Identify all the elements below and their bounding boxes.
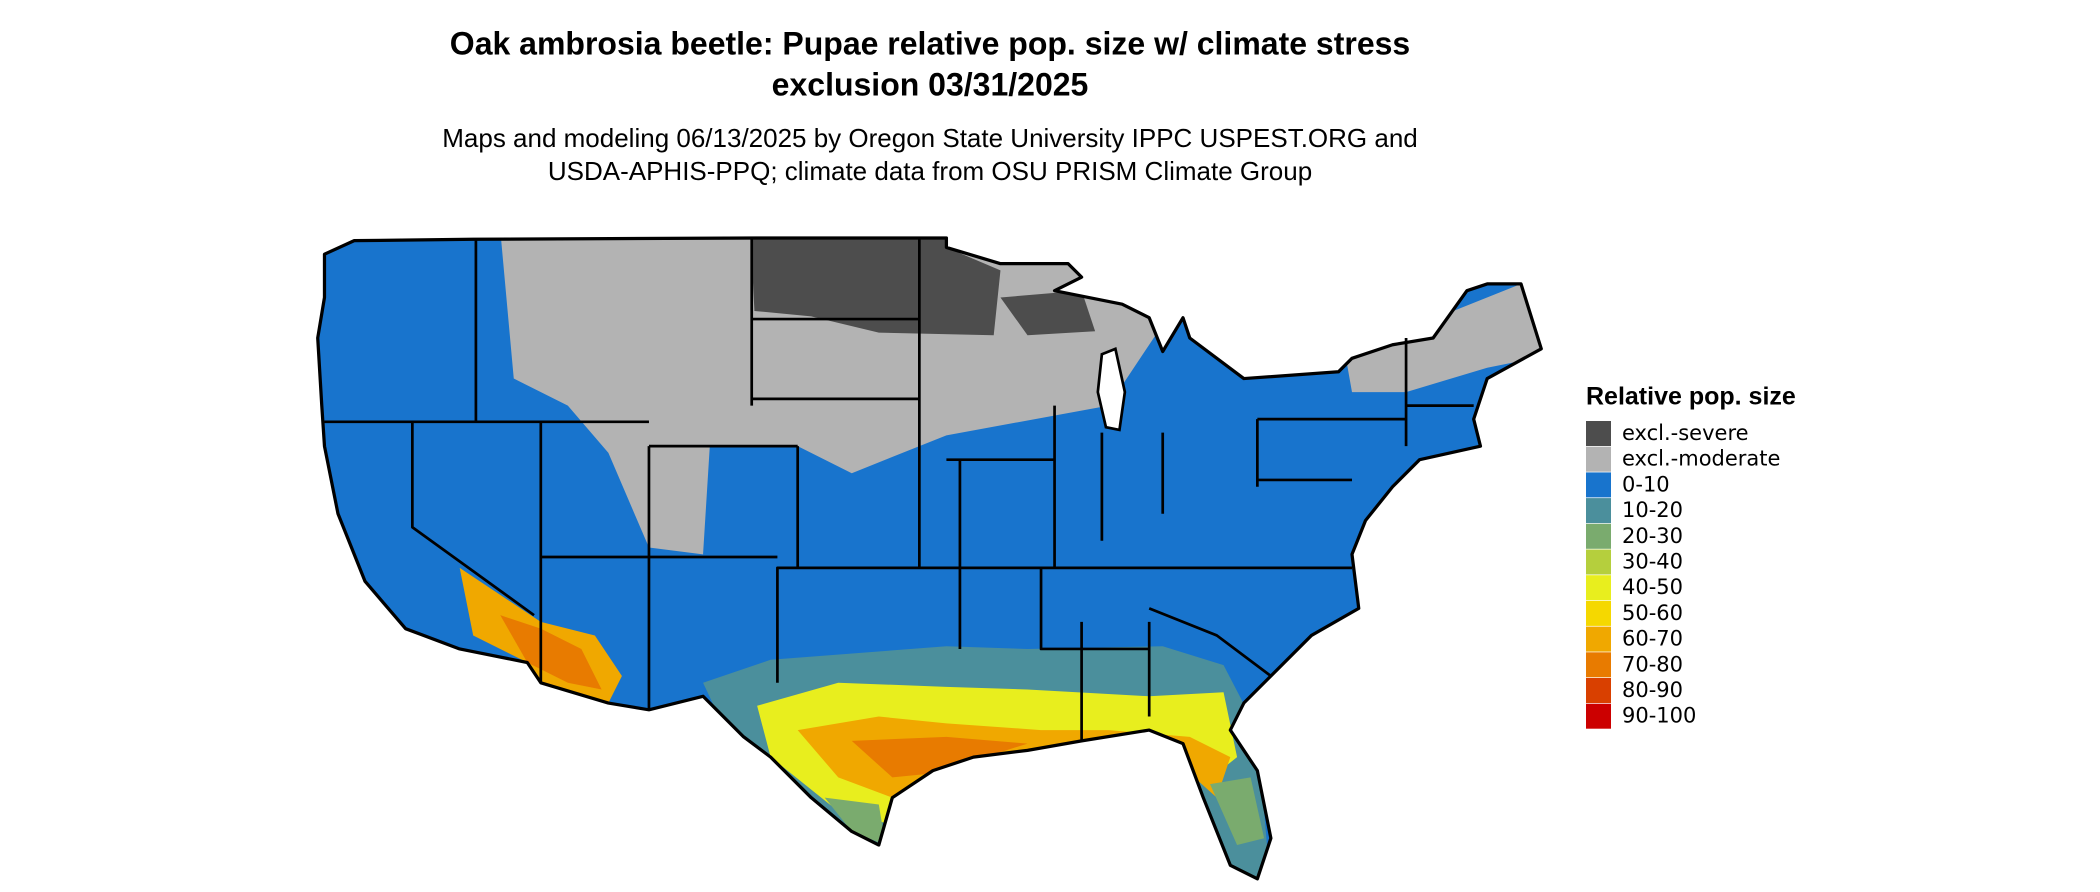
legend-label: 40-50 <box>1622 575 1683 599</box>
legend-label: 70-80 <box>1622 652 1683 676</box>
legend-label: 60-70 <box>1622 627 1683 651</box>
map-title: exclusion 03/31/2025 <box>772 66 1089 102</box>
legend-swatch <box>1586 652 1611 678</box>
legend-label: 80-90 <box>1622 678 1683 702</box>
legend-label: 10-20 <box>1622 498 1683 522</box>
legend: excl.-severeexcl.-moderate0-1010-2020-30… <box>1586 421 1780 729</box>
legend-swatch <box>1586 472 1611 498</box>
legend-swatch <box>1586 600 1611 626</box>
state-borders <box>324 237 1474 741</box>
map-subtitle: Maps and modeling 06/13/2025 by Oregon S… <box>442 123 1418 153</box>
legend-label: 50-60 <box>1622 601 1683 625</box>
legend-label: excl.-moderate <box>1622 447 1780 471</box>
legend-swatch <box>1586 421 1611 446</box>
legend-label: 0-10 <box>1622 472 1670 496</box>
legend-swatch <box>1586 626 1611 652</box>
legend-swatch <box>1586 549 1611 575</box>
legend-label: excl.-severe <box>1622 421 1749 445</box>
map <box>316 236 1543 881</box>
legend-label: 90-100 <box>1622 704 1696 728</box>
legend-swatch <box>1586 575 1611 601</box>
map-subtitle: USDA-APHIS-PPQ; climate data from OSU PR… <box>548 156 1312 186</box>
legend-swatch <box>1586 703 1611 729</box>
legend-swatch <box>1586 446 1611 472</box>
legend-label: 30-40 <box>1622 550 1683 574</box>
lake <box>1096 346 1127 432</box>
map-title: Oak ambrosia beetle: Pupae relative pop.… <box>450 25 1410 61</box>
legend-swatch <box>1586 523 1611 549</box>
legend-title: Relative pop. size <box>1586 383 1796 411</box>
legend-swatch <box>1586 498 1611 524</box>
legend-label: 20-30 <box>1622 524 1683 548</box>
legend-swatch <box>1586 678 1611 703</box>
